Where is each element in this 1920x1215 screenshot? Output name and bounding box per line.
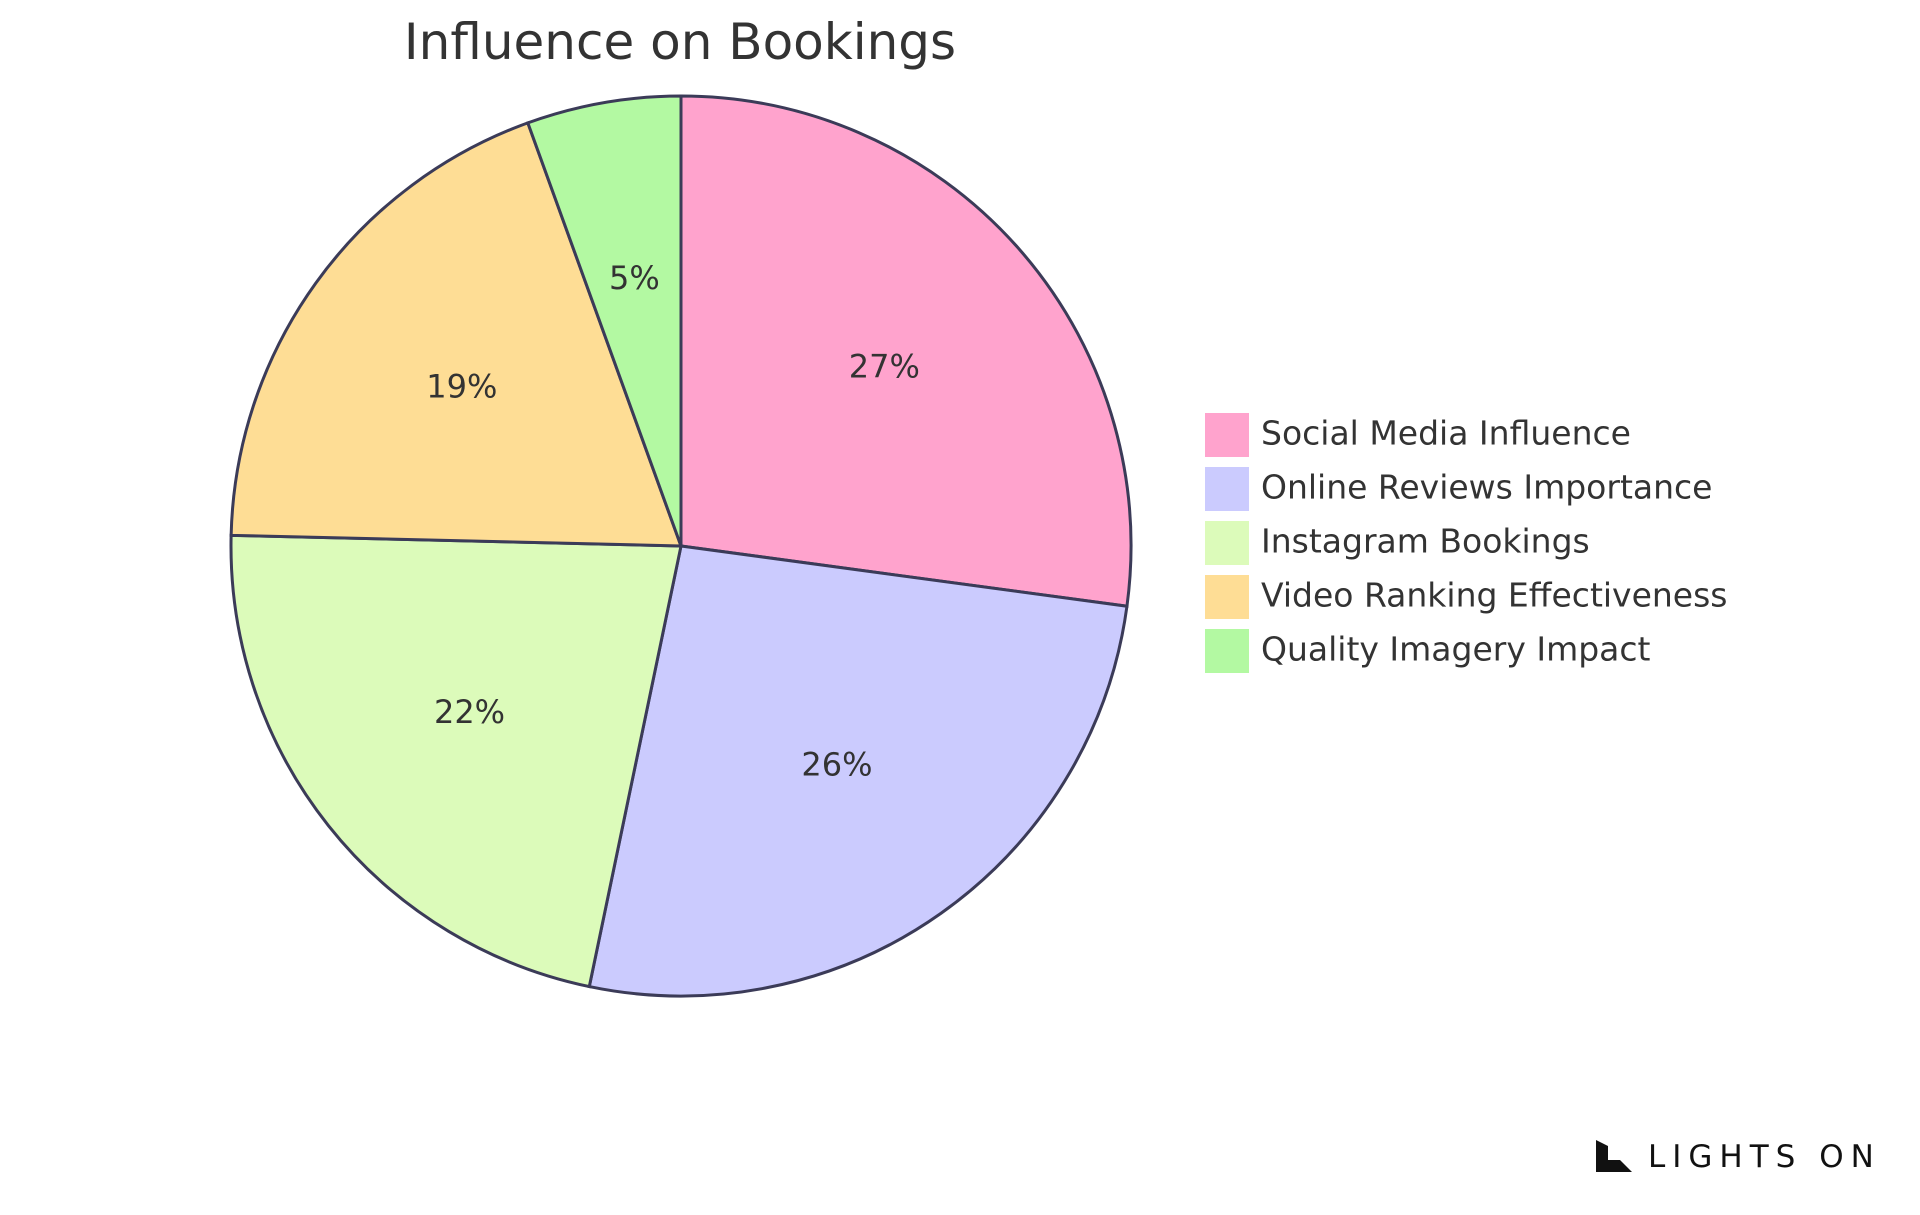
legend-swatch-3 xyxy=(1205,575,1249,619)
slice-label-2: 22% xyxy=(434,693,505,731)
pie-slice-2 xyxy=(229,533,683,989)
legend-label-0: Social Media Influence xyxy=(1261,414,1631,453)
pie-slice-0 xyxy=(679,94,1133,608)
lights-on-logo-icon xyxy=(1596,1140,1632,1172)
pie-slice-labels: 27% 26% 22% 19% 5% xyxy=(426,259,920,783)
slice-label-0: 27% xyxy=(849,347,920,385)
legend-label-2: Instagram Bookings xyxy=(1261,522,1590,561)
brand-text: LIGHTS ON xyxy=(1648,1139,1881,1175)
brand-logo: LIGHTS ON xyxy=(1594,1138,1881,1176)
legend-label-3: Video Ranking Effectiveness xyxy=(1261,576,1728,615)
slice-label-1: 26% xyxy=(801,745,872,783)
pie-slices xyxy=(229,94,1133,998)
pie-slice-3 xyxy=(229,120,684,548)
legend-swatch-1 xyxy=(1205,467,1249,511)
legend-swatch-2 xyxy=(1205,521,1249,565)
legend: Social Media Influence Online Reviews Imp… xyxy=(1205,413,1728,673)
slice-label-3: 19% xyxy=(426,367,497,405)
pie-slice-4 xyxy=(525,94,683,547)
legend-swatch-4 xyxy=(1205,629,1249,673)
pie-slice-1 xyxy=(587,544,1129,998)
legend-swatch-0 xyxy=(1205,413,1249,457)
legend-label-4: Quality Imagery Impact xyxy=(1261,630,1651,669)
legend-label-1: Online Reviews Importance xyxy=(1261,468,1712,507)
slice-label-4: 5% xyxy=(609,259,660,297)
chart-title: Influence on Bookings xyxy=(404,13,956,71)
